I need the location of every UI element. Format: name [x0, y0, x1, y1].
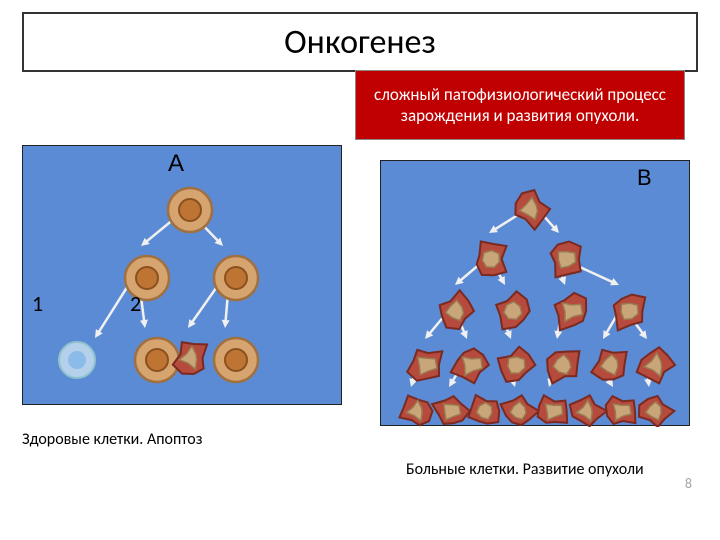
- page-title: Онкогенез: [284, 22, 436, 63]
- caption-healthy: Здоровые клетки. Апоптоз: [22, 430, 203, 449]
- panel-a-svg: [23, 146, 343, 406]
- panel-a: A: [22, 145, 342, 405]
- page-number: 8: [685, 475, 692, 492]
- label-1: 1: [32, 290, 43, 317]
- title-box: Онкогенез: [22, 12, 698, 72]
- subtitle-text: сложный патофизиологический процесс заро…: [366, 84, 674, 127]
- panel-b: B: [380, 160, 690, 426]
- caption-tumor: Больные клетки. Развитие опухоли: [406, 460, 646, 481]
- panel-b-svg: [381, 161, 691, 427]
- label-2: 2: [130, 290, 141, 317]
- subtitle-box: сложный патофизиологический процесс заро…: [355, 70, 685, 140]
